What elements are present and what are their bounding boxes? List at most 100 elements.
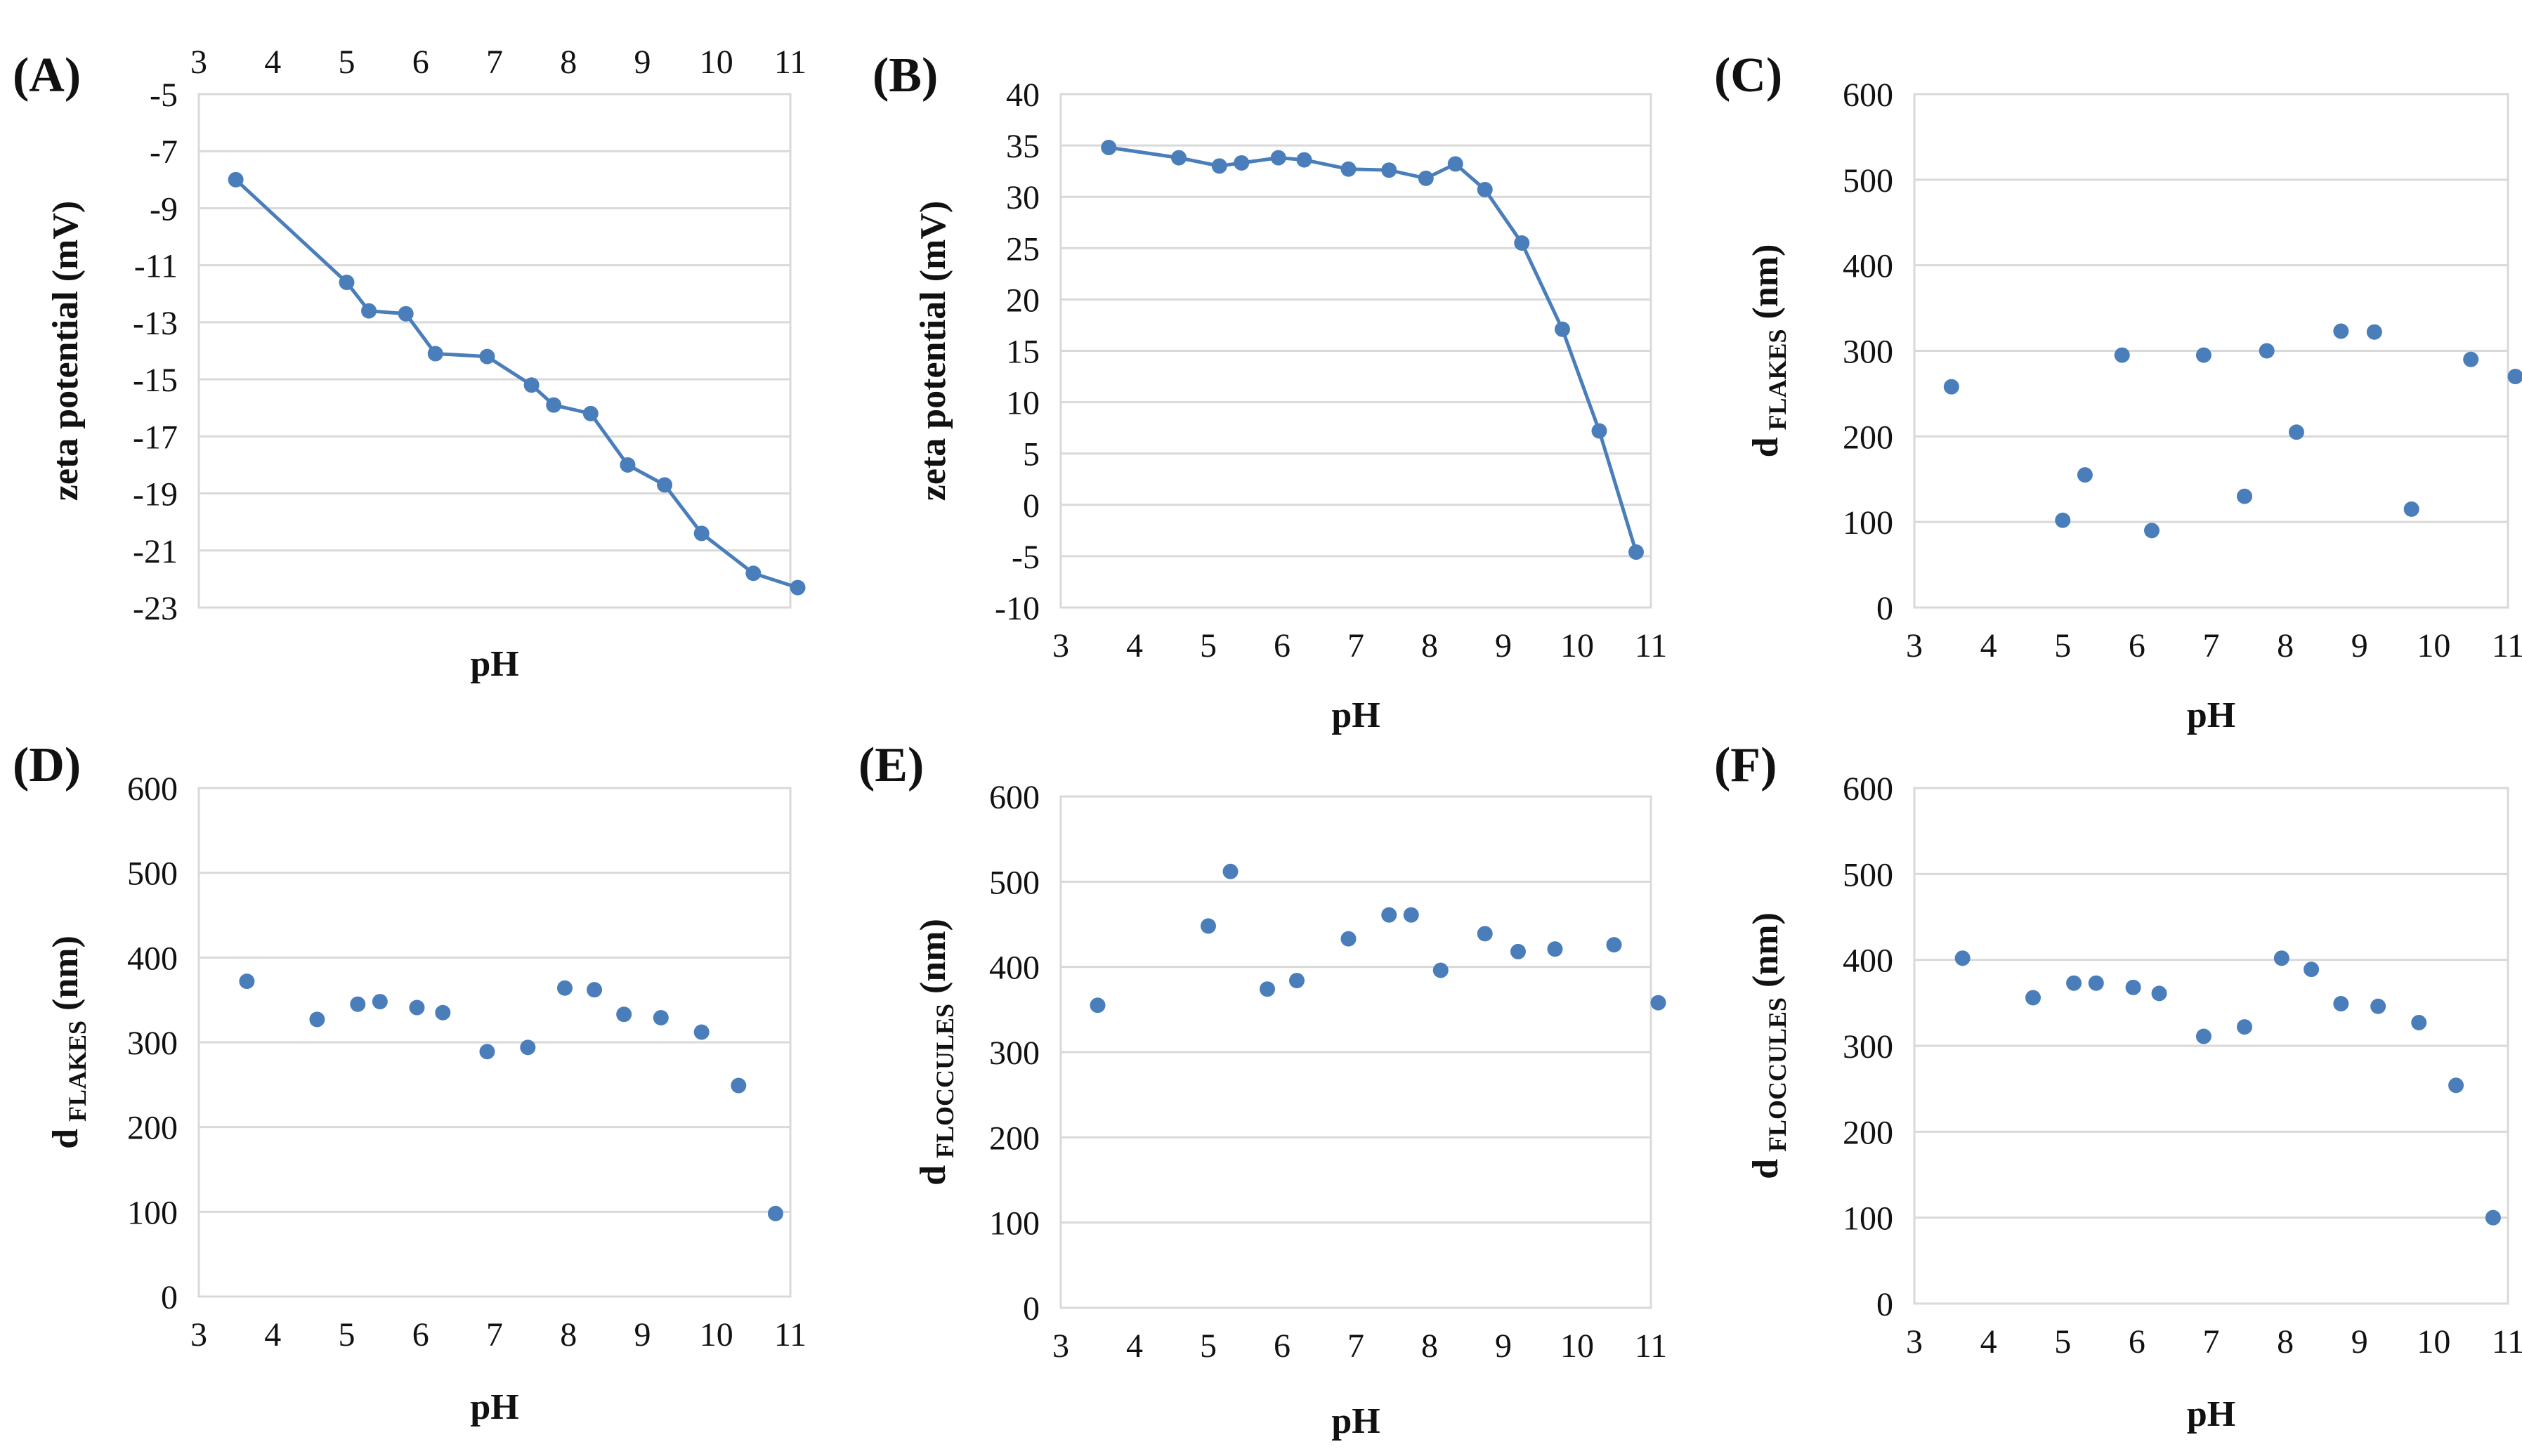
data-point bbox=[1260, 981, 1275, 997]
data-point bbox=[2273, 950, 2289, 966]
x-tick-label: 3 bbox=[190, 44, 207, 81]
y-axis-label-unit: (nm) bbox=[46, 936, 86, 1011]
x-tick-label: 5 bbox=[2054, 1323, 2071, 1360]
y-tick-label: 100 bbox=[127, 1194, 178, 1231]
y-axis-label-unit: (nm) bbox=[913, 919, 953, 994]
x-axis-label: pH bbox=[470, 644, 518, 684]
y-tick-label: 100 bbox=[1843, 1200, 1893, 1238]
y-tick-label: -11 bbox=[134, 248, 178, 285]
y-tick-label: 40 bbox=[1006, 77, 1040, 114]
x-tick-label: 11 bbox=[774, 1316, 806, 1353]
data-point bbox=[790, 579, 806, 596]
x-axis-label: pH bbox=[470, 1387, 518, 1427]
x-tick-label: 8 bbox=[2277, 1323, 2294, 1360]
x-tick-label: 9 bbox=[1495, 627, 1512, 664]
data-point bbox=[1606, 937, 1622, 953]
x-tick-label: 9 bbox=[634, 44, 651, 81]
x-axis-label: pH bbox=[2187, 695, 2235, 735]
panel-label: (A) bbox=[13, 48, 81, 103]
panel-label: (C) bbox=[1714, 48, 1782, 103]
data-point bbox=[350, 996, 366, 1012]
x-tick-label: 10 bbox=[700, 1316, 733, 1353]
y-tick-label: 600 bbox=[1843, 770, 1893, 808]
data-point bbox=[1211, 158, 1227, 174]
y-tick-label: 500 bbox=[1843, 856, 1893, 893]
data-point bbox=[2366, 324, 2382, 340]
series-line bbox=[234, 178, 799, 589]
y-tick-label: 400 bbox=[1843, 248, 1893, 285]
y-tick-label: 500 bbox=[989, 864, 1040, 901]
data-point bbox=[620, 457, 636, 473]
data-point bbox=[2195, 1028, 2211, 1044]
data-point bbox=[1514, 235, 1530, 251]
data-point bbox=[1340, 161, 1357, 177]
y-tick-label: 400 bbox=[1843, 943, 1893, 980]
data-point bbox=[582, 405, 599, 421]
data-point bbox=[1555, 321, 1570, 337]
y-tick-label: -21 bbox=[133, 533, 178, 570]
chart-a: -5 -7 -9 -11 -13 -15 -17 -19 -21 -23 3 4 5 6 7 8 9 10 11 pH… bbox=[13, 44, 806, 684]
data-point bbox=[1650, 995, 1666, 1011]
x-tick-label: 8 bbox=[560, 44, 577, 81]
y-tick-label: 500 bbox=[127, 855, 178, 893]
y-tick-label: -23 bbox=[133, 590, 178, 627]
data-point bbox=[2025, 990, 2041, 1006]
y-tick-label: 600 bbox=[989, 779, 1040, 816]
data-point bbox=[2195, 347, 2211, 363]
y-axis-label: dFLAKES(nm) bbox=[1746, 244, 1791, 458]
plot-frame bbox=[1913, 787, 2509, 1305]
data-point bbox=[2304, 962, 2320, 978]
data-point bbox=[2411, 1014, 2427, 1030]
data-point bbox=[435, 1004, 451, 1021]
data-point bbox=[2066, 975, 2082, 991]
x-tick-label: 10 bbox=[1560, 1327, 1594, 1365]
data-point bbox=[546, 397, 562, 413]
data-point bbox=[731, 1077, 747, 1094]
data-point bbox=[1591, 423, 1607, 439]
y-axis-label-subscript: FLAKES bbox=[1763, 329, 1791, 430]
data-point bbox=[2333, 996, 2349, 1012]
y-tick-label: 200 bbox=[127, 1110, 178, 1147]
data-point bbox=[1447, 156, 1463, 172]
x-tick-label: 3 bbox=[190, 1316, 207, 1353]
x-tick-label: 8 bbox=[1421, 627, 1438, 664]
data-point bbox=[1403, 907, 1419, 923]
x-tick-label: 7 bbox=[2203, 627, 2220, 664]
x-axis-label: pH bbox=[1331, 695, 1380, 735]
data-point bbox=[1510, 943, 1526, 959]
data-point bbox=[2151, 985, 2167, 1002]
x-tick-label: 6 bbox=[2129, 627, 2145, 664]
data-point bbox=[657, 477, 673, 493]
y-tick-label: 0 bbox=[1876, 1286, 1893, 1323]
x-tick-label: 9 bbox=[634, 1316, 651, 1353]
data-point bbox=[1477, 926, 1493, 942]
data-point bbox=[1234, 155, 1250, 171]
data-point bbox=[361, 303, 377, 319]
data-point bbox=[1289, 973, 1305, 989]
y-tick-label: -7 bbox=[150, 133, 178, 171]
y-axis-label-subscript: FLOCCULES bbox=[1763, 997, 1791, 1152]
y-axis-label-subscript: FLAKES bbox=[63, 1021, 91, 1122]
data-point bbox=[1954, 950, 1971, 966]
data-point bbox=[239, 973, 255, 990]
panel-label: (E) bbox=[858, 738, 924, 792]
x-tick-label: 11 bbox=[1635, 627, 1667, 664]
data-point bbox=[1090, 997, 1106, 1014]
y-tick-label: 300 bbox=[1843, 334, 1893, 371]
x-tick-label: 4 bbox=[1126, 627, 1143, 664]
x-tick-label: 9 bbox=[1495, 1327, 1512, 1365]
y-axis-label: dFLAKES(nm) bbox=[46, 936, 91, 1149]
x-tick-label: 10 bbox=[2417, 627, 2450, 664]
y-tick-label: 10 bbox=[1006, 385, 1040, 422]
x-axis-label: pH bbox=[1331, 1401, 1380, 1441]
data-point bbox=[2077, 467, 2093, 483]
x-tick-label: 10 bbox=[2417, 1323, 2450, 1360]
y-tick-label: 200 bbox=[989, 1120, 1040, 1157]
y-axis-label: dFLOCCULES(nm) bbox=[1746, 912, 1791, 1179]
x-tick-label: 10 bbox=[700, 44, 733, 81]
data-point bbox=[2259, 343, 2275, 359]
x-tick-label: 8 bbox=[560, 1316, 577, 1353]
